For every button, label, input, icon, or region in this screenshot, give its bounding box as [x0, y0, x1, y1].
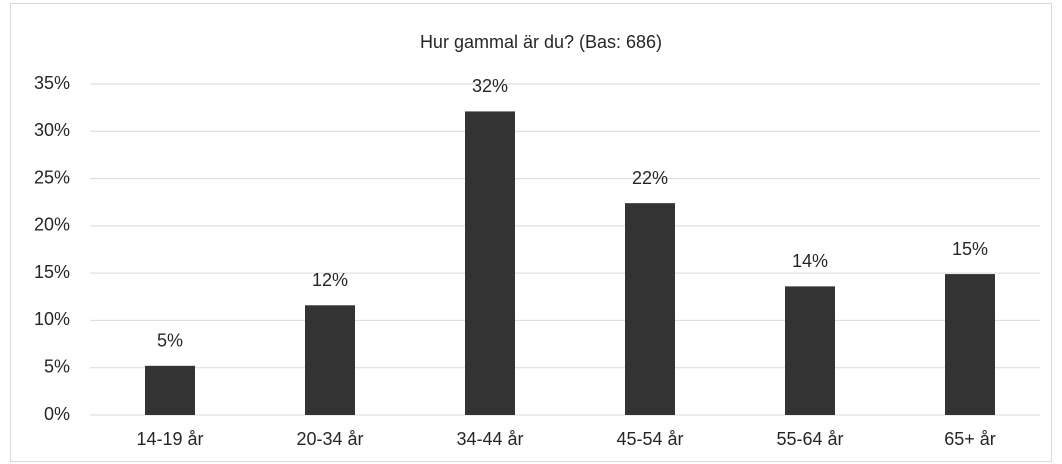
chart-title: Hur gammal är du? (Bas: 686)	[420, 32, 662, 52]
bar	[145, 365, 195, 415]
x-tick-label: 45-54 år	[616, 429, 683, 449]
x-tick-label: 20-34 år	[296, 429, 363, 449]
y-tick-label: 30%	[34, 120, 70, 140]
bar	[625, 203, 675, 415]
data-label: 14%	[792, 251, 828, 271]
x-tick-label: 14-19 år	[136, 429, 203, 449]
y-tick-label: 0%	[44, 404, 70, 424]
bar	[945, 274, 995, 415]
data-label: 12%	[312, 270, 348, 290]
bar	[785, 286, 835, 415]
bar	[305, 305, 355, 415]
y-tick-label: 15%	[34, 262, 70, 282]
x-tick-label: 34-44 år	[456, 429, 523, 449]
data-label: 32%	[472, 76, 508, 96]
data-label: 22%	[632, 168, 668, 188]
data-label: 5%	[157, 331, 183, 351]
y-tick-label: 20%	[34, 215, 70, 235]
y-tick-label: 25%	[34, 167, 70, 187]
x-tick-label: 65+ år	[944, 429, 996, 449]
data-label: 15%	[952, 239, 988, 259]
bar	[465, 111, 515, 415]
x-tick-label: 55-64 år	[776, 429, 843, 449]
y-tick-label: 35%	[34, 73, 70, 93]
y-tick-label: 5%	[44, 356, 70, 376]
y-tick-label: 10%	[34, 309, 70, 329]
